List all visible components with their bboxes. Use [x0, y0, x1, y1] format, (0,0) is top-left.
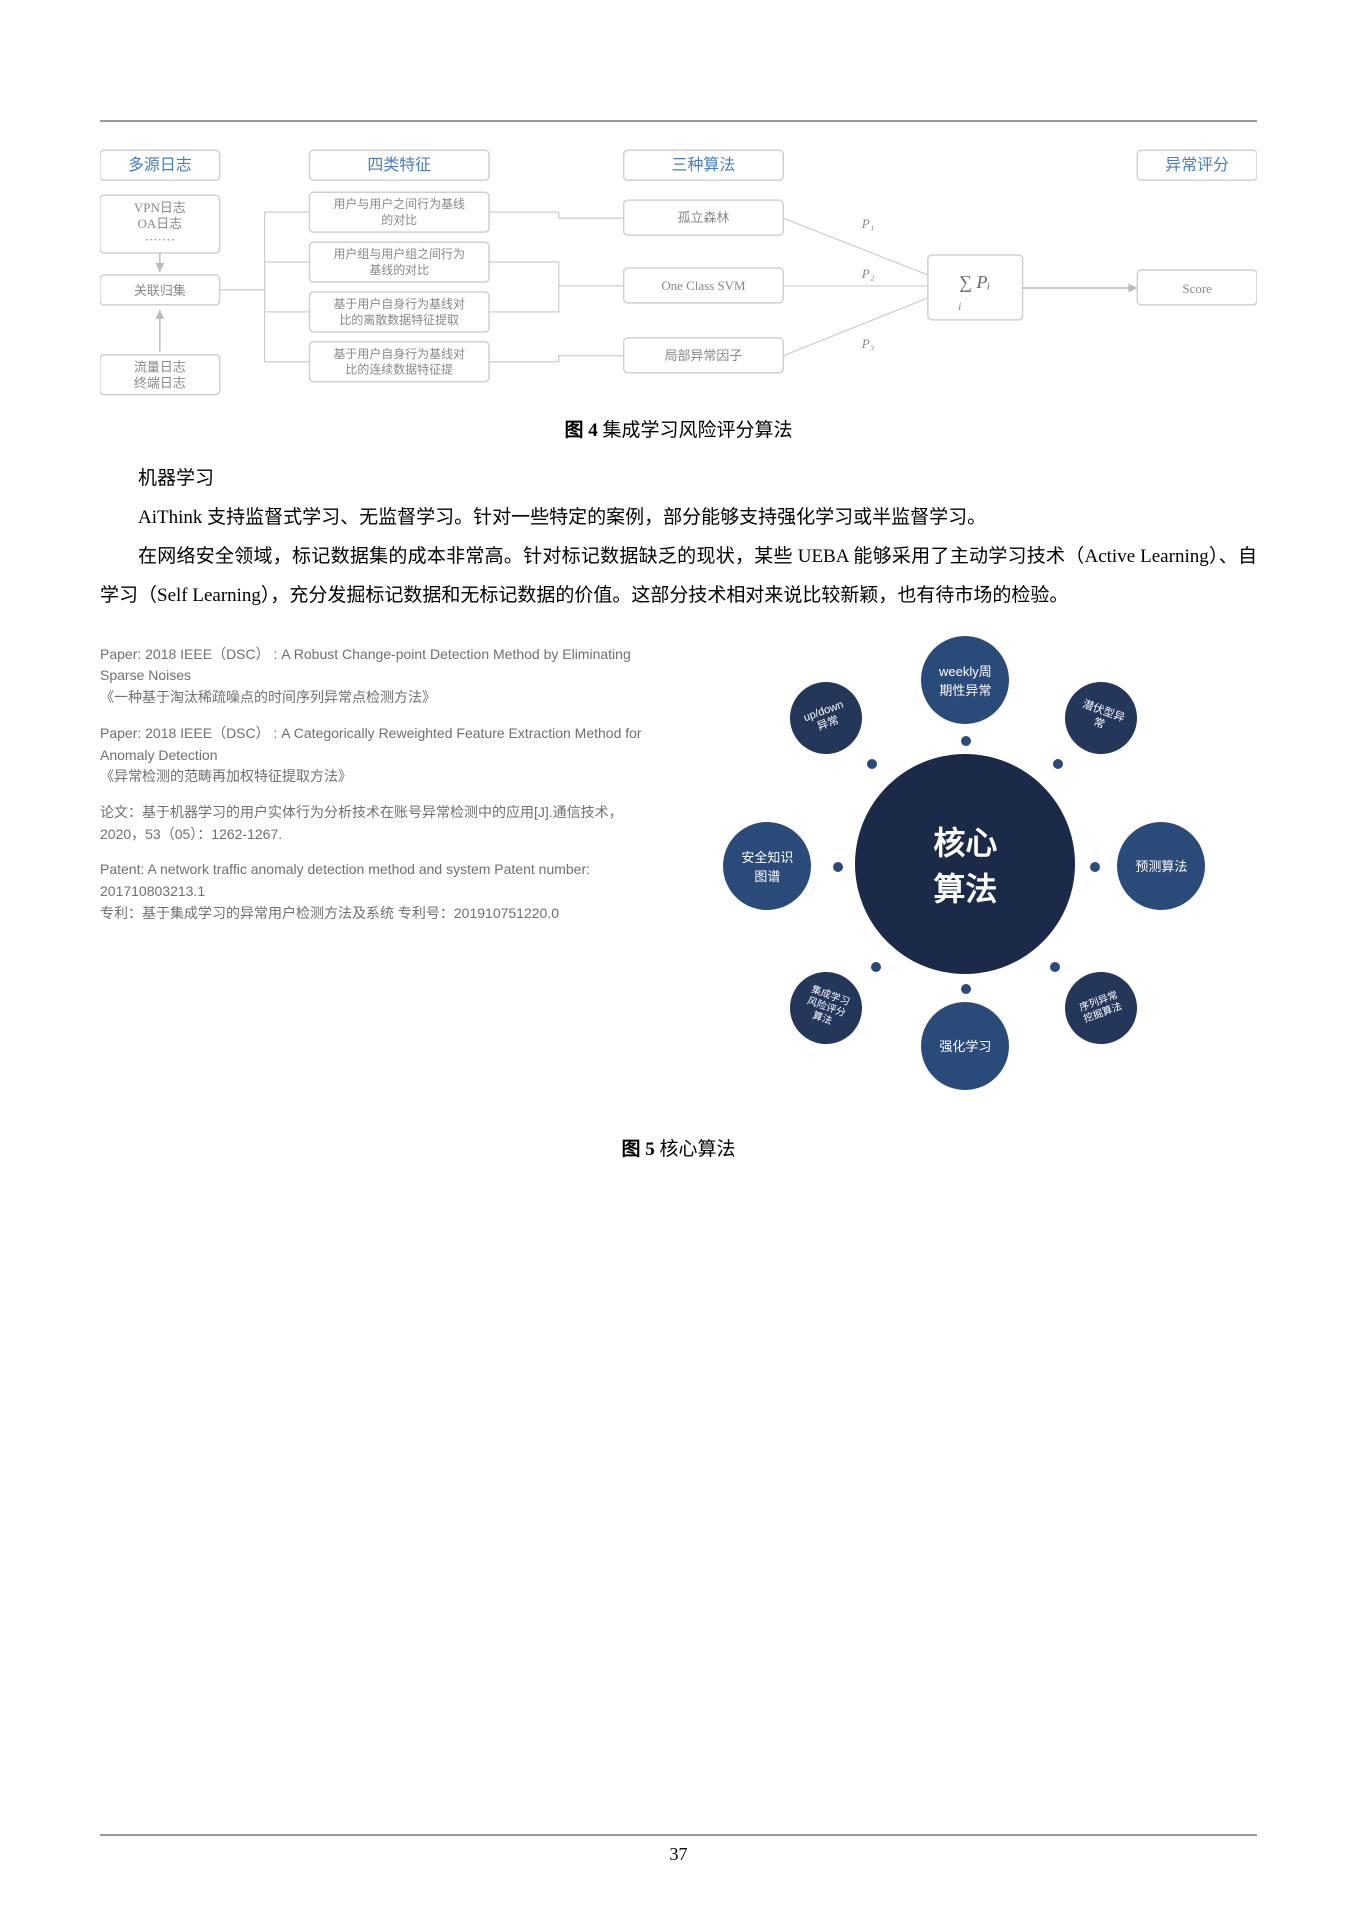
figure-5: Paper: 2018 IEEE（DSC） : A Robust Change-…: [100, 644, 1257, 1104]
body-line3: 在网络安全领域，标记数据集的成本非常高。针对标记数据缺乏的现状，某些 UEBA …: [100, 538, 1257, 616]
col3-b3: 局部异常因子: [665, 348, 743, 363]
col3-b2: One Class SVM: [661, 278, 746, 293]
dot: [1090, 862, 1100, 872]
col3-b1: 孤立森林: [678, 210, 730, 225]
fig5-left-text: Paper: 2018 IEEE（DSC） : A Robust Change-…: [100, 644, 655, 939]
sigma: ∑ Pᵢ: [959, 272, 990, 292]
sigma-sub: i: [958, 299, 961, 313]
fig5-bubble-diagram: 核心 算法 weekly周 期性异常 up/down 异常 潜伏型异 常 安全知…: [685, 644, 1257, 1104]
col2-b3-l2: 比的离散数据特征提取: [339, 312, 459, 327]
fig5-p1b: 《一种基于淘汰稀疏噪点的时间序列异常点检测方法》: [100, 689, 436, 705]
edge-p1: P₁: [861, 216, 874, 231]
bubble-bottom-left: 集成学习 风险评分 算法: [780, 962, 872, 1054]
bubble-bottom: 强化学习: [921, 1002, 1009, 1090]
col1-box3-l2: 终端日志: [134, 376, 186, 391]
score-box: Score: [1182, 281, 1212, 296]
dot: [833, 862, 843, 872]
body-line1: 机器学习: [100, 460, 1257, 499]
dot: [961, 736, 971, 746]
fig5-p4b: 专利：基于集成学习的异常用户检测方法及系统 专利号：201910751220.0: [100, 905, 559, 921]
fig4-svg: 多源日志 四类特征 三种算法 异常评分 VPN日志 OA日志 ······· 关…: [100, 140, 1257, 400]
bubble-left: 安全知识 图谱: [723, 822, 811, 910]
fig4-caption-prefix: 图 4: [564, 420, 597, 441]
bottom-rule: [100, 1834, 1257, 1836]
col2-b4-l2: 比的连续数据特征提: [345, 362, 453, 377]
fig5-caption: 图 5 核心算法: [100, 1134, 1257, 1161]
bubble-top-left: up/down 异常: [780, 672, 872, 764]
dot: [1053, 759, 1063, 769]
col1-header: 多源日志: [128, 156, 192, 174]
bubble-right: 预测算法: [1117, 822, 1205, 910]
dot: [1050, 962, 1060, 972]
fig5-p2: Paper: 2018 IEEE（DSC） : A Categorically …: [100, 725, 642, 763]
col2-b2-l1: 用户组与用户组之间行为: [333, 246, 464, 261]
bubble-top: weekly周 期性异常: [921, 636, 1009, 724]
col1-box1-l1: VPN日志: [134, 200, 186, 215]
top-rule: [100, 120, 1257, 122]
page-number: 37: [670, 1844, 688, 1864]
bubble-top-right: 潜伏型异 常: [1055, 672, 1147, 764]
fig5-caption-text: 核心算法: [660, 1139, 736, 1160]
fig5-caption-prefix: 图 5: [621, 1139, 654, 1160]
dot: [871, 962, 881, 972]
page-footer: 37: [0, 1834, 1357, 1865]
fig4-caption-text: 集成学习风险评分算法: [603, 420, 793, 441]
col1-box1-l3: ·······: [145, 232, 175, 247]
dot: [867, 759, 877, 769]
col2-b2-l2: 基线的对比: [369, 262, 429, 277]
fig5-p1: Paper: 2018 IEEE（DSC） : A Robust Change-…: [100, 646, 631, 684]
col1-box1-l2: OA日志: [138, 216, 183, 231]
col2-b4-l1: 基于用户自身行为基线对: [333, 346, 465, 361]
body-line2: AiThink 支持监督式学习、无监督学习。针对一些特定的案例，部分能够支持强化…: [100, 499, 1257, 538]
bubble-bottom-right: 序列异常 挖掘算法: [1055, 962, 1147, 1054]
bubble-center: 核心 算法: [855, 754, 1075, 974]
col3-header: 三种算法: [672, 155, 736, 174]
col2-header: 四类特征: [367, 156, 431, 174]
fig5-p2b: 《异常检测的范畴再加权特征提取方法》: [100, 768, 352, 784]
col2-b1-l2: 的对比: [381, 212, 417, 227]
col1-box3-l1: 流量日志: [134, 360, 186, 375]
edge-p2: P₂: [861, 266, 875, 281]
col4-header: 异常评分: [1165, 156, 1229, 174]
figure-4-flowchart: 多源日志 四类特征 三种算法 异常评分 VPN日志 OA日志 ······· 关…: [100, 140, 1257, 405]
fig5-p4: Patent: A network traffic anomaly detect…: [100, 861, 590, 899]
col2-b1-l1: 用户与用户之间行为基线: [333, 196, 465, 211]
fig4-caption: 图 4 集成学习风险评分算法: [100, 415, 1257, 442]
fig5-p3: 论文：基于机器学习的用户实体行为分析技术在账号异常检测中的应用[J].通信技术，…: [100, 802, 655, 845]
dot: [961, 984, 971, 994]
col2-b3-l1: 基于用户自身行为基线对: [333, 296, 465, 311]
col1-box2: 关联归集: [134, 283, 186, 298]
edge-p3: P₃: [861, 336, 874, 351]
document-page: 多源日志 四类特征 三种算法 异常评分 VPN日志 OA日志 ······· 关…: [0, 0, 1357, 1920]
